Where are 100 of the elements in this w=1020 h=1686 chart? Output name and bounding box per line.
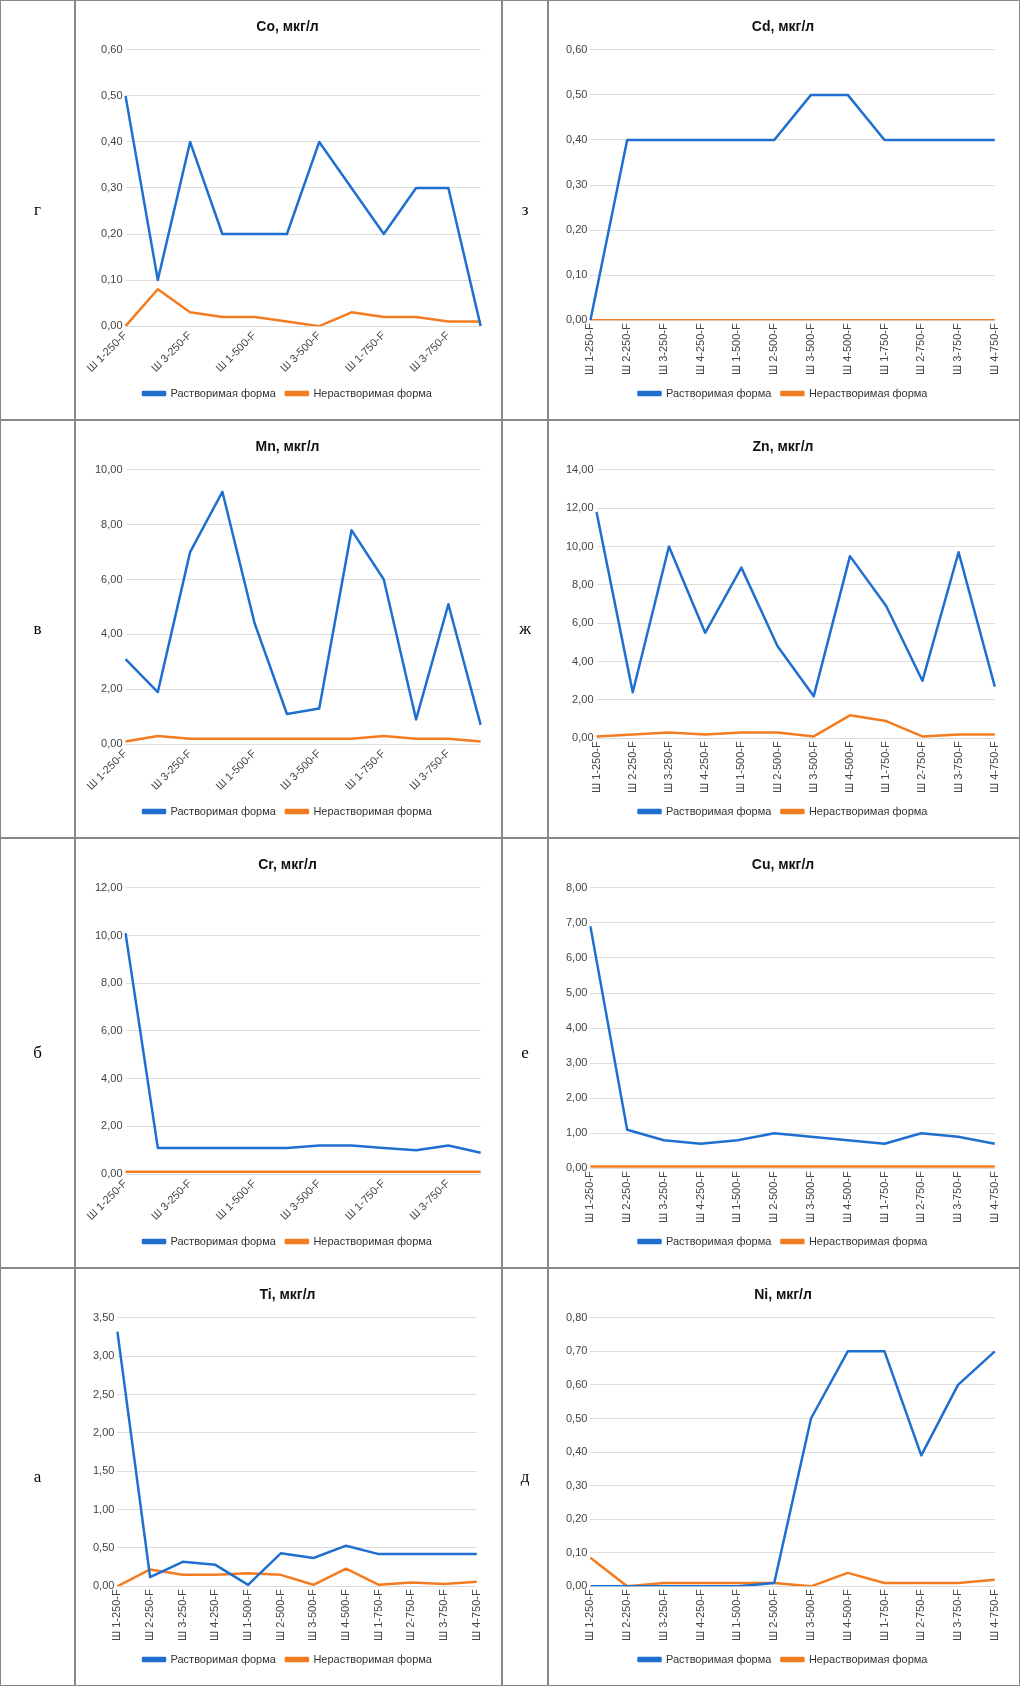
y-tick-label: 0,10 xyxy=(565,268,588,281)
y-tick-label: 6,00 xyxy=(565,950,588,963)
legend-label: Нерастворимая форма xyxy=(313,804,433,817)
y-tick-label: 4,00 xyxy=(101,627,123,640)
y-tick-label: 0,50 xyxy=(92,1541,115,1554)
chart-title: Cu, мкг/л xyxy=(751,856,815,873)
y-tick-label: 0,60 xyxy=(101,42,123,55)
x-tick-label: Ш 3-250-F xyxy=(656,1589,669,1641)
y-tick-label: 12,00 xyxy=(94,880,123,893)
legend-label: Растворимая форма xyxy=(666,1234,773,1247)
legend-label: Растворимая форма xyxy=(170,1652,277,1665)
x-tick-label: Ш 4-750-F xyxy=(469,1589,482,1641)
legend-label: Растворимая форма xyxy=(170,386,277,399)
y-tick-label: 0,00 xyxy=(565,313,588,326)
x-tick-label: Ш 3-250-F xyxy=(175,1589,188,1641)
legend-label: Растворимая форма xyxy=(170,1234,277,1247)
x-tick-label: Ш 3-750-F xyxy=(951,1171,964,1223)
x-tick-label: Ш 2-500-F xyxy=(767,1171,780,1223)
x-tick-label: Ш 3-250-F xyxy=(661,741,674,793)
text: ж xyxy=(502,420,548,838)
chart-title: Ti, мкг/л xyxy=(259,1286,316,1303)
y-tick-label: 6,00 xyxy=(101,1024,123,1036)
chart-title: Cr, мкг/л xyxy=(258,856,317,873)
y-tick-label: 0,70 xyxy=(565,1344,588,1357)
y-tick-label: 8,00 xyxy=(101,517,123,530)
y-tick-label: 10,00 xyxy=(94,928,123,941)
y-tick-label: 10,00 xyxy=(94,462,123,475)
legend-label: Растворимая форма xyxy=(666,1652,773,1665)
chart-title: Ni, мкг/л xyxy=(754,1286,812,1303)
x-tick-label: Ш 1-250-F xyxy=(110,1589,123,1641)
x-tick-label: Ш 4-250-F xyxy=(693,1171,706,1223)
x-tick-label: Ш 1-250-F xyxy=(583,1589,596,1641)
x-tick-label: Ш 4-500-F xyxy=(840,1589,853,1641)
y-tick-label: 3,50 xyxy=(92,1310,115,1323)
y-tick-label: 4,00 xyxy=(572,654,594,667)
y-tick-label: 1,00 xyxy=(92,1502,115,1515)
x-tick-label: Ш 3-500-F xyxy=(804,1171,817,1223)
x-tick-label: Ш 3-500-F xyxy=(804,1589,817,1641)
y-tick-label: 0,60 xyxy=(565,42,588,55)
x-tick-label: Ш 4-250-F xyxy=(693,323,706,375)
y-tick-label: 0,60 xyxy=(565,1377,588,1390)
y-tick-label: 0,80 xyxy=(565,1310,588,1323)
x-tick-label: Ш 1-500-F xyxy=(241,1589,254,1641)
legend-label: Нерастворимая форма xyxy=(313,1234,433,1247)
y-tick-label: 2,00 xyxy=(101,1119,123,1132)
text: а xyxy=(0,1268,75,1686)
x-tick-label: Ш 1-750-F xyxy=(879,741,892,793)
y-tick-label: 6,00 xyxy=(101,572,123,585)
x-tick-label: Ш 2-750-F xyxy=(915,741,928,793)
x-tick-label: Ш 1-250-F xyxy=(589,741,602,793)
y-tick-label: 0,40 xyxy=(565,133,588,146)
x-tick-label: Ш 1-500-F xyxy=(730,1589,743,1641)
y-tick-label: 10,00 xyxy=(566,539,594,552)
chart-title: Zn, мкг/л xyxy=(752,438,814,455)
x-tick-label: Ш 1-500-F xyxy=(730,1171,743,1223)
text: б xyxy=(0,838,75,1268)
x-tick-label: Ш 4-750-F xyxy=(987,741,1000,793)
text: з xyxy=(502,0,548,420)
chart-title: Co, мкг/л xyxy=(256,18,319,35)
y-tick-label: 8,00 xyxy=(565,880,588,893)
x-tick-label: Ш 1-250-F xyxy=(583,323,596,375)
text: д xyxy=(502,1268,548,1686)
x-tick-label: Ш 1-250-F xyxy=(583,1171,596,1223)
y-tick-label: 0,50 xyxy=(565,1411,588,1424)
y-tick-label: 0,00 xyxy=(92,1579,115,1592)
x-tick-label: Ш 3-750-F xyxy=(951,741,964,793)
x-tick-label: Ш 3-500-F xyxy=(806,741,819,793)
y-tick-label: 0,00 xyxy=(101,319,123,332)
y-tick-label: 8,00 xyxy=(572,577,594,590)
y-tick-label: 6,00 xyxy=(572,616,594,629)
y-tick-label: 0,20 xyxy=(565,1512,588,1525)
y-tick-label: 0,00 xyxy=(572,731,594,744)
legend-label: Нерастворимая форма xyxy=(808,804,929,817)
y-tick-label: 0,20 xyxy=(101,227,123,240)
x-tick-label: Ш 2-250-F xyxy=(620,1171,633,1223)
y-tick-label: 2,50 xyxy=(92,1387,115,1400)
legend-label: Растворимая форма xyxy=(666,386,773,399)
chart-title: Cd, мкг/л xyxy=(751,18,815,35)
y-tick-label: 1,50 xyxy=(92,1464,115,1477)
x-tick-label: Ш 4-750-F xyxy=(987,1589,1000,1641)
x-tick-label: Ш 2-750-F xyxy=(914,1589,927,1641)
x-tick-label: Ш 2-250-F xyxy=(620,1589,633,1641)
x-tick-label: Ш 1-500-F xyxy=(734,741,747,793)
y-tick-label: 0,40 xyxy=(565,1445,588,1458)
x-tick-label: Ш 4-750-F xyxy=(987,323,1000,375)
y-tick-label: 0,30 xyxy=(565,178,588,191)
text: г xyxy=(0,0,75,420)
text: в xyxy=(0,420,75,838)
y-tick-label: 8,00 xyxy=(101,976,123,989)
y-tick-label: 0,00 xyxy=(565,1579,588,1592)
x-tick-label: Ш 2-750-F xyxy=(404,1589,417,1641)
x-tick-label: Ш 2-250-F xyxy=(620,323,633,375)
x-tick-label: Ш 4-250-F xyxy=(208,1589,221,1641)
x-tick-label: Ш 3-750-F xyxy=(951,323,964,375)
legend-label: Нерастворимая форма xyxy=(313,386,433,399)
x-tick-label: Ш 3-250-F xyxy=(656,1171,669,1223)
y-tick-label: 2,00 xyxy=(92,1425,115,1438)
y-tick-label: 4,00 xyxy=(565,1021,588,1034)
x-tick-label: Ш 2-500-F xyxy=(767,323,780,375)
y-tick-label: 3,00 xyxy=(92,1349,115,1362)
